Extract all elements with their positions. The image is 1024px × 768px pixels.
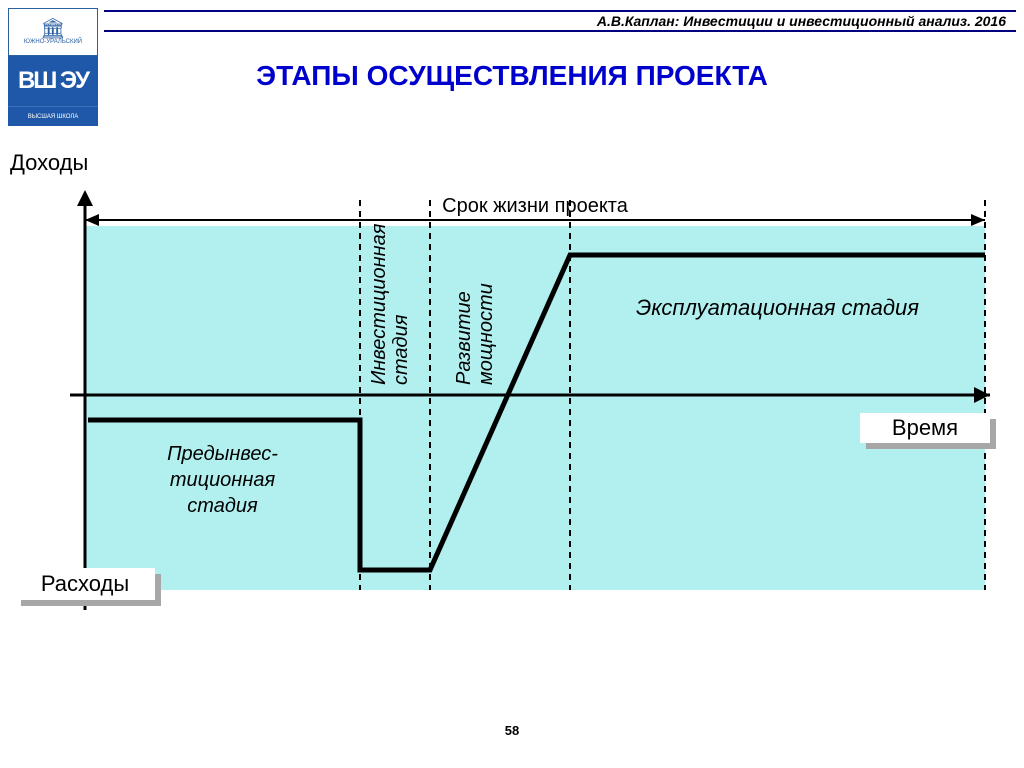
header-bar: А.В.Каплан: Инвестиции и инвестиционный … xyxy=(104,10,1016,32)
svg-text:мощности: мощности xyxy=(475,283,497,385)
svg-text:Инвестиционная: Инвестиционная xyxy=(368,223,390,385)
page-title: ЭТАПЫ ОСУЩЕСТВЛЕНИЯ ПРОЕКТА xyxy=(0,60,1024,92)
diagram: Срок жизни проекта Предынвес-тиционная ста… xyxy=(60,190,1000,630)
logo-top-text: ЮЖНО-УРАЛЬСКИЙ xyxy=(24,39,82,45)
svg-text:Срок жизни проекта: Срок жизни проекта xyxy=(442,195,629,217)
svg-text:Расходы: Расходы xyxy=(41,571,129,596)
svg-text:Время: Время xyxy=(892,415,958,440)
page-number: 58 xyxy=(0,723,1024,738)
citation: А.В.Каплан: Инвестиции и инвестиционный … xyxy=(597,13,1006,29)
y-axis-label-top: Доходы xyxy=(10,150,88,176)
logo-university: 🏛 ЮЖНО-УРАЛЬСКИЙ xyxy=(8,8,98,56)
svg-text:Эксплуатационная стадия: Эксплуатационная стадия xyxy=(636,295,919,320)
diagram-svg: Срок жизни проекта Предынвес-тиционная ста… xyxy=(60,190,1000,630)
svg-text:Предынвес-: Предынвес- xyxy=(167,443,278,465)
svg-text:стадия: стадия xyxy=(187,495,258,517)
svg-text:стадия: стадия xyxy=(390,314,412,385)
svg-text:тиционная: тиционная xyxy=(170,469,276,491)
svg-text:Развитие: Развитие xyxy=(453,291,475,385)
logo-school: ВЫСШАЯ ШКОЛА xyxy=(8,106,98,126)
